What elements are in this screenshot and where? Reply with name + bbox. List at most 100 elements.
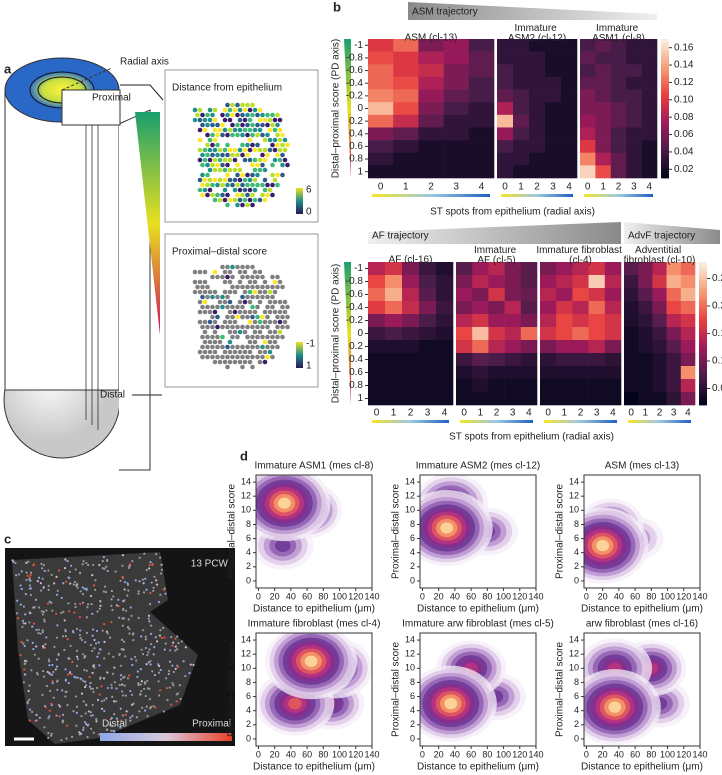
spot [267,299,273,305]
cell [73,611,76,614]
y-tick-label: 0 [410,733,415,743]
spot [232,107,238,113]
colorbar-label: 0.10 [674,94,694,105]
colorbar-step [699,312,707,317]
heat-cell [419,392,437,406]
cell [20,587,23,591]
heat-cell [572,366,589,380]
pd-gradient [344,39,351,178]
cell [45,636,48,639]
spot [205,354,210,360]
cell [55,658,58,661]
x-tick-label: 20 [434,591,444,601]
heat-cell [402,379,420,393]
spot [215,324,220,330]
heat-cell [418,76,444,90]
cell [170,703,173,706]
heat-cell [456,314,473,328]
spot [205,304,210,310]
scale-label: 1 [306,361,312,372]
cell [71,660,74,664]
y-tick-label: -0.2 [346,91,364,102]
spot [247,197,253,203]
arrow [120,84,164,101]
heat-cell [610,165,627,179]
spot [262,197,268,203]
cell [49,689,52,692]
spot [237,177,243,183]
heat-cell [456,262,473,276]
spot [197,107,203,113]
cell [162,710,166,713]
colorbar-step [699,383,707,388]
heat-cell [529,64,546,78]
spot [215,354,220,360]
cell [160,568,163,571]
spot [245,354,250,360]
x-tick-label: 120 [348,591,363,601]
colorbar-step [661,118,669,123]
spot [215,344,220,350]
spot [265,284,270,290]
spot [257,197,263,203]
y-tick-label: 10 [569,505,579,515]
cell [95,686,99,690]
cell [113,681,116,684]
spot [272,127,278,133]
spot [280,284,285,290]
cell [137,616,140,620]
cell [180,640,184,643]
spot [207,309,213,315]
colorbar-step [661,87,669,92]
heat-cell [436,353,454,367]
cell [61,635,65,638]
spot [262,279,268,285]
cell [87,564,90,567]
x-tick-label: 0 [584,749,589,759]
heat-cell [641,39,658,52]
heat-cell [641,89,658,103]
colorbar-label: 0.20 [712,301,722,312]
cell [51,663,54,667]
heat-cell [680,314,696,328]
heat-cell [418,89,444,103]
cell [47,569,50,572]
cell [17,573,21,576]
stage-label: 13 PCW [191,559,229,570]
x-tick-label: 0 [584,591,589,601]
spot [235,314,240,320]
spot [202,289,208,295]
spot [235,102,240,108]
cell [84,654,87,658]
spot [225,132,230,138]
heat-cell [456,340,473,354]
heat-cell [419,275,437,289]
heat-cell [418,102,444,116]
x-tick-label: 60 [466,591,476,601]
y-tick-label: 1 [357,393,363,404]
spot [220,162,225,168]
color-legend [100,733,232,741]
spot [212,107,218,113]
annotation: Proximal [92,93,131,104]
colorbar-step [661,59,669,64]
heat-cell [680,366,696,380]
cell [78,733,81,736]
heat-cell [545,76,562,90]
density-area [420,475,518,566]
spot [220,304,225,310]
spot [247,319,253,325]
spot [255,142,260,148]
cell [92,690,95,693]
spot [255,132,260,138]
spot [202,157,208,163]
heat-cell [580,64,596,78]
cell [63,648,66,652]
cell [79,636,82,640]
colorbar-step [661,80,669,85]
spot [235,132,240,138]
spot [267,329,273,335]
cell [108,636,112,639]
heat-cell [580,39,596,52]
cell [66,703,69,707]
